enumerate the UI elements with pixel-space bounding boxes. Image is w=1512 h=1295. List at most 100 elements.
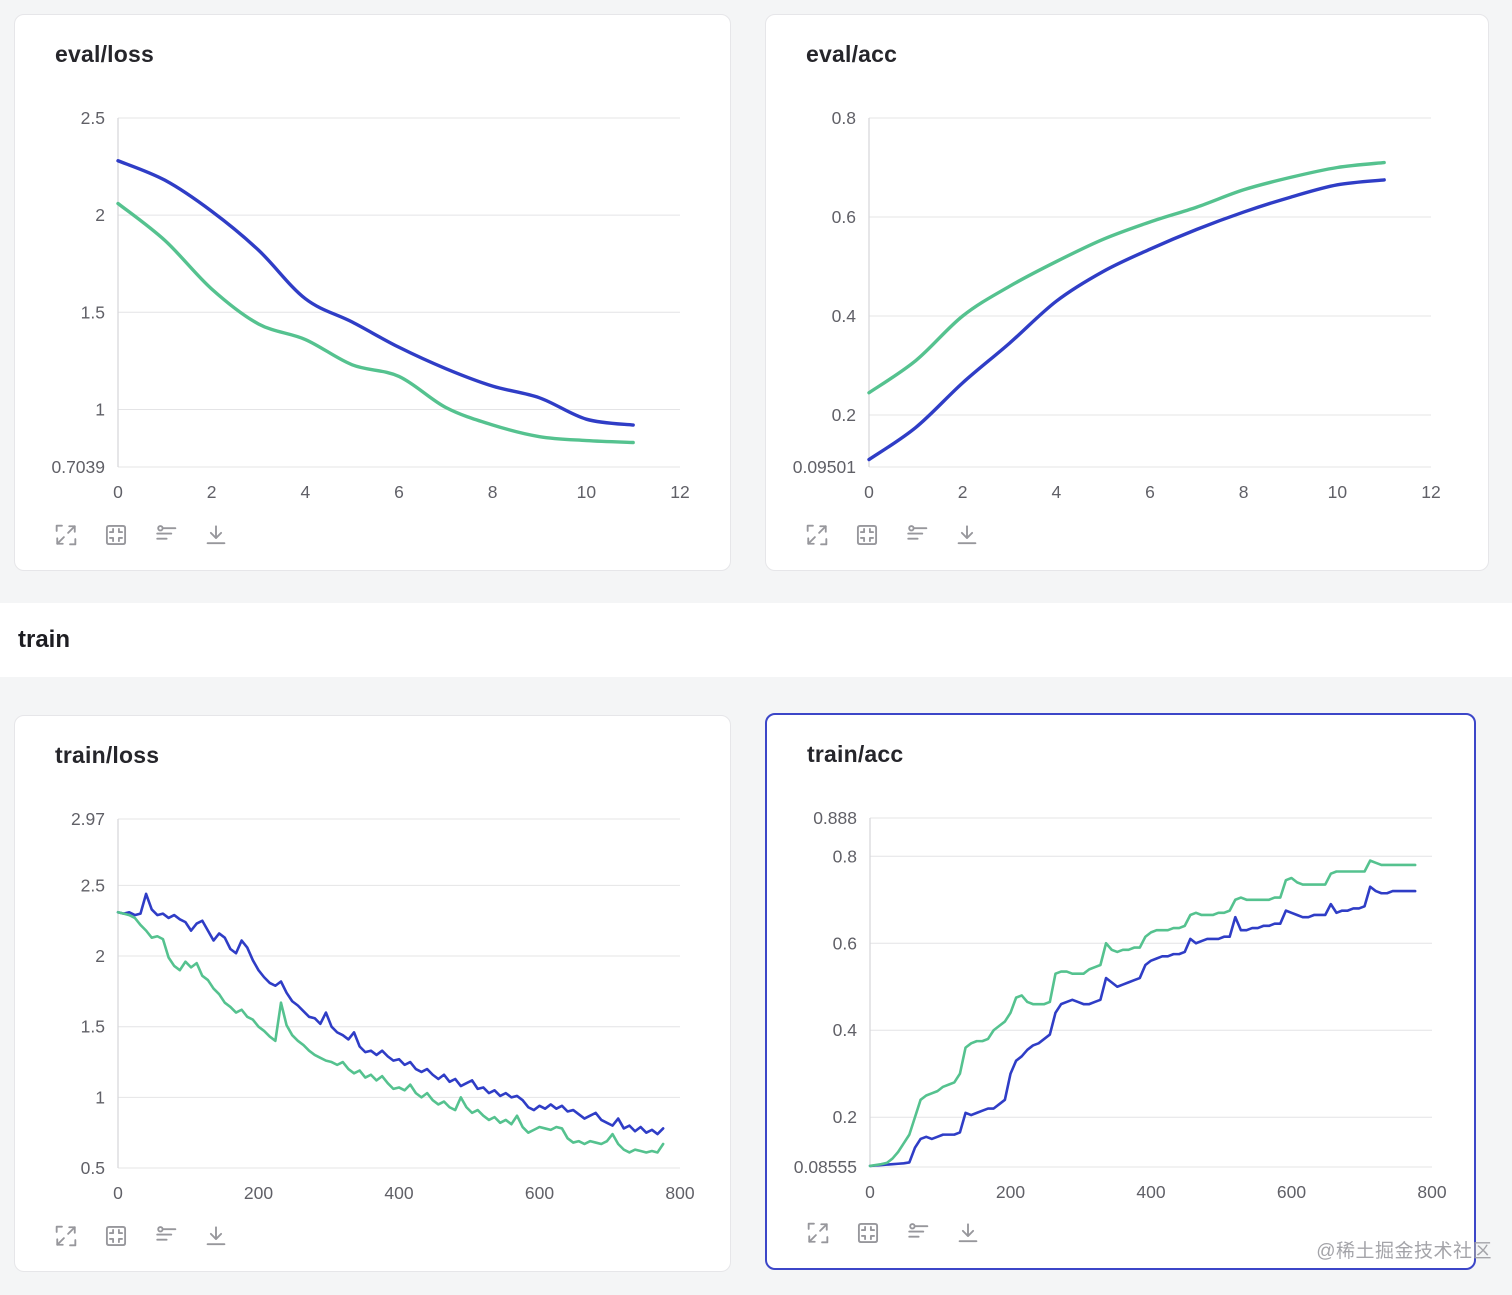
y-tick-label: 0.2	[833, 1107, 857, 1127]
settings-button[interactable]	[903, 1218, 933, 1248]
chart-toolbar	[51, 1221, 231, 1251]
series-line-green	[116, 910, 665, 1154]
x-tick-label: 0	[113, 1183, 123, 1203]
chart-title: eval/acc	[806, 41, 898, 67]
fit-view-button[interactable]	[852, 520, 882, 550]
series-line-green	[867, 160, 1386, 395]
y-tick-label: 0.888	[813, 808, 857, 828]
y-tick-label: 2.5	[81, 108, 105, 128]
axis-tick-labels: 0.888 0.8 0.6 0.4 0.2 0.08555 0 200 400 600 800	[794, 808, 1447, 1202]
download-button[interactable]	[952, 520, 982, 550]
y-tick-label: 1	[95, 1087, 105, 1107]
chart-plot-area[interactable]: 0.888 0.8 0.6 0.4 0.2 0.08555 0 200 400 600 800	[767, 715, 1474, 1268]
settings-button[interactable]	[151, 1221, 181, 1251]
series-line-blue	[116, 892, 665, 1136]
y-tick-label: 0.09501	[793, 457, 856, 477]
chart-toolbar	[803, 1218, 983, 1248]
chart-card-eval-acc[interactable]: eval/acc 0.8 0.6 0.4 0.2 0.09501 0 2 4 6 8 10 12	[765, 14, 1489, 571]
y-tick-label: 0.4	[832, 306, 857, 326]
series-line-blue	[868, 885, 1417, 1168]
expand-icon	[807, 1222, 829, 1244]
x-tick-label: 4	[300, 482, 310, 502]
gridlines	[868, 117, 1431, 468]
tune-icon	[908, 1223, 929, 1238]
fit-frame-icon	[856, 524, 878, 546]
download-icon	[206, 525, 226, 545]
x-tick-label: 200	[996, 1182, 1025, 1202]
chart-svg: 0.8 0.6 0.4 0.2 0.09501 0 2 4 6 8 10 12	[793, 108, 1441, 502]
x-tick-label: 800	[665, 1183, 694, 1203]
tune-icon	[156, 525, 177, 540]
tune-icon	[907, 525, 928, 540]
expand-icon	[55, 524, 77, 546]
chart-card-train-loss[interactable]: train/loss 2.97 2.5 2 1.5 1 0.5 0 200 400 600 800	[14, 715, 731, 1272]
settings-button[interactable]	[902, 520, 932, 550]
x-tick-label: 6	[394, 482, 404, 502]
y-tick-label: 0.6	[833, 933, 857, 953]
section-header-train[interactable]: train	[0, 603, 1512, 677]
fit-view-button[interactable]	[101, 1221, 131, 1251]
x-tick-label: 0	[113, 482, 123, 502]
series-line-green	[116, 201, 635, 445]
expand-icon	[806, 524, 828, 546]
tune-icon	[156, 1226, 177, 1241]
y-tick-label: 0.4	[833, 1020, 858, 1040]
y-tick-label: 2	[95, 205, 105, 225]
y-tick-label: 0.8	[832, 108, 856, 128]
y-tick-label: 2.5	[81, 875, 105, 895]
x-tick-label: 0	[865, 1182, 875, 1202]
chart-plot-area[interactable]: 0.8 0.6 0.4 0.2 0.09501 0 2 4 6 8 10 12	[766, 15, 1488, 570]
download-button[interactable]	[953, 1218, 983, 1248]
settings-button[interactable]	[151, 520, 181, 550]
fit-frame-icon	[857, 1222, 879, 1244]
fullscreen-button[interactable]	[802, 520, 832, 550]
chart-card-train-acc[interactable]: train/acc 0.888 0.8 0.6 0.4 0.2 0.08555 0 200 40…	[765, 713, 1476, 1270]
y-tick-label: 1	[95, 399, 105, 419]
x-tick-label: 2	[207, 482, 217, 502]
y-tick-label: 0.2	[832, 405, 856, 425]
chart-plot-area[interactable]: 2.5 2 1.5 1 0.7039 0 2 4 6 8 10 12	[15, 15, 730, 570]
expand-icon	[55, 1225, 77, 1247]
x-tick-label: 8	[488, 482, 498, 502]
x-tick-label: 800	[1417, 1182, 1446, 1202]
x-tick-label: 600	[1277, 1182, 1306, 1202]
gridlines	[117, 818, 680, 1169]
download-button[interactable]	[201, 1221, 231, 1251]
series-line-green	[868, 859, 1417, 1168]
x-tick-label: 10	[1328, 482, 1348, 502]
fullscreen-button[interactable]	[51, 520, 81, 550]
fullscreen-button[interactable]	[51, 1221, 81, 1251]
download-icon	[958, 1223, 978, 1243]
gridlines	[117, 117, 680, 468]
x-tick-label: 200	[244, 1183, 273, 1203]
y-tick-label: 1.5	[81, 1017, 105, 1037]
y-tick-label: 0.08555	[794, 1157, 857, 1177]
chart-title: eval/loss	[55, 41, 154, 67]
x-tick-label: 0	[864, 482, 874, 502]
chart-toolbar	[51, 520, 231, 550]
x-tick-label: 600	[525, 1183, 554, 1203]
x-tick-label: 10	[577, 482, 597, 502]
y-tick-label: 0.7039	[51, 457, 105, 477]
chart-svg: 0.888 0.8 0.6 0.4 0.2 0.08555 0 200 400 600 800	[794, 808, 1447, 1202]
y-tick-label: 2.97	[71, 809, 105, 829]
chart-toolbar	[802, 520, 982, 550]
download-icon	[206, 1226, 226, 1246]
chart-svg: 2.5 2 1.5 1 0.7039 0 2 4 6 8 10 12	[51, 108, 689, 502]
chart-plot-area[interactable]: 2.97 2.5 2 1.5 1 0.5 0 200 400 600 800	[15, 716, 730, 1271]
x-tick-label: 12	[1421, 482, 1440, 502]
chart-card-eval-loss[interactable]: eval/loss 2.5 2 1.5 1 0.7039 0 2 4 6 8 10 12	[14, 14, 731, 571]
y-tick-label: 0.8	[833, 846, 857, 866]
x-tick-label: 4	[1051, 482, 1061, 502]
x-tick-label: 400	[1136, 1182, 1165, 1202]
fit-view-button[interactable]	[101, 520, 131, 550]
x-tick-label: 2	[958, 482, 968, 502]
fit-frame-icon	[105, 524, 127, 546]
series-line-blue	[116, 159, 635, 427]
download-button[interactable]	[201, 520, 231, 550]
y-tick-label: 2	[95, 946, 105, 966]
fit-view-button[interactable]	[853, 1218, 883, 1248]
fullscreen-button[interactable]	[803, 1218, 833, 1248]
axis-tick-labels: 0.8 0.6 0.4 0.2 0.09501 0 2 4 6 8 10 12	[793, 108, 1441, 502]
x-tick-label: 6	[1145, 482, 1155, 502]
